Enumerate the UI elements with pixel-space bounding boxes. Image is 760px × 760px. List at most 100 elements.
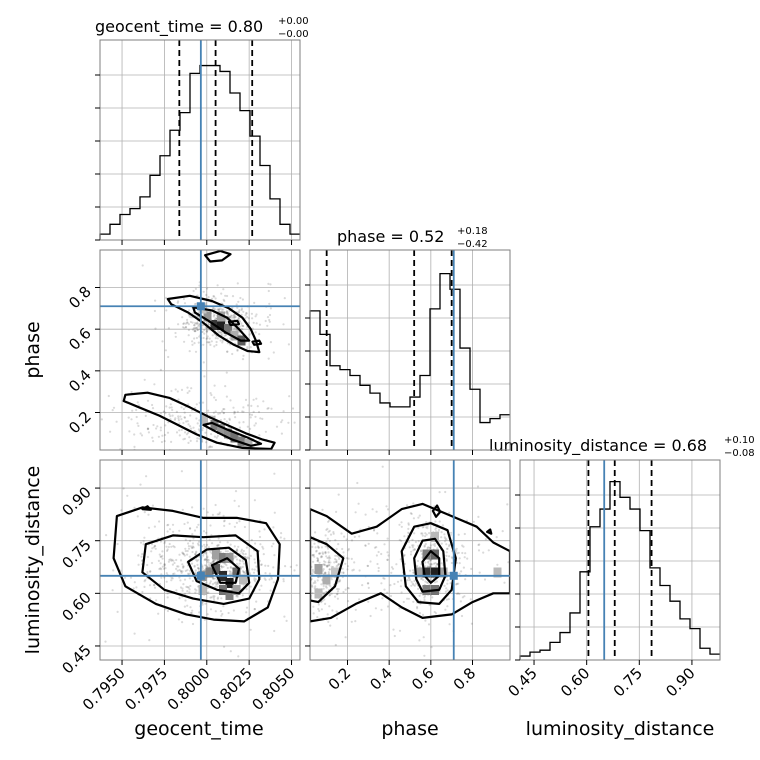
- panel-phase-vs-geocent-time-sample-338: [229, 337, 232, 340]
- panel-luminosity-distance-vs-phase-sample-735: [411, 544, 414, 547]
- panel-luminosity-distance-vs-geocent-time-sample-536: [245, 546, 248, 549]
- panel-luminosity-distance-vs-geocent-time-sample-428: [217, 543, 220, 547]
- panel-luminosity-distance-vs-phase-sample-705: [416, 559, 420, 563]
- panel-luminosity-distance-vs-geocent-time-sample-450: [211, 583, 214, 586]
- panel-luminosity-distance-vs-geocent-time-sample-125: [234, 490, 238, 493]
- panel-luminosity-distance-vs-phase-sample-171: [461, 551, 464, 555]
- panel-luminosity-distance-vs-phase-sample-431: [330, 592, 333, 595]
- panel-luminosity-distance-vs-phase-sample-84: [423, 596, 426, 599]
- panel-luminosity-distance-vs-geocent-time-sample-480: [182, 552, 185, 555]
- panel-luminosity-distance-vs-phase-sample-85: [354, 620, 357, 623]
- panel-phase-vs-geocent-time-sample-551: [244, 398, 248, 401]
- panel-luminosity-distance-vs-geocent-time-sample-392: [181, 570, 184, 573]
- panel-phase-vs-geocent-time-sample-624: [164, 433, 167, 437]
- panel-luminosity-distance-vs-geocent-time-sample-234: [148, 639, 151, 642]
- panel-luminosity-distance-vs-geocent-time-sample-305: [233, 555, 236, 558]
- panel-phase-vs-geocent-time-sample-206: [268, 318, 271, 322]
- panel-luminosity-distance-vs-geocent-time-sample-260: [181, 552, 184, 555]
- panel-phase-vs-geocent-time-sample-531: [170, 389, 173, 393]
- panel-luminosity-distance-vs-geocent-time-sample-359: [167, 560, 170, 563]
- panel-luminosity-distance-vs-phase-sample-56: [323, 598, 326, 601]
- panel-luminosity-distance-vs-geocent-time-sample-177: [142, 540, 145, 543]
- hist-phase-bar-18: [490, 419, 500, 450]
- panel-phase-vs-geocent-time-sample-90: [232, 314, 236, 317]
- panel-luminosity-distance-vs-phase-sample-396: [327, 530, 330, 533]
- panel-phase-vs-geocent-time-sample-710: [176, 390, 179, 393]
- panel-luminosity-distance-vs-phase-sample-411: [335, 560, 338, 563]
- panel-phase-vs-geocent-time-sample-556: [183, 416, 186, 419]
- panel-luminosity-distance-vs-phase-sample-89: [398, 607, 401, 610]
- panel-luminosity-distance-vs-phase-sample-479: [347, 587, 350, 590]
- hist-luminosity-distance-bar-16: [680, 619, 690, 660]
- panel-luminosity-distance-vs-phase-sample-687: [446, 579, 449, 582]
- panel-phase-vs-geocent-time-sample-388: [216, 284, 219, 287]
- panel-luminosity-distance-vs-geocent-time-sample-26: [112, 569, 115, 572]
- panel-luminosity-distance-vs-geocent-time-sample-344: [183, 605, 186, 608]
- panel-phase-vs-geocent-time-sample-717: [186, 420, 189, 423]
- panel-phase-vs-geocent-time-sample-227: [236, 282, 239, 285]
- panel-luminosity-distance-vs-geocent-time-sample-246: [305, 582, 307, 584]
- panel-luminosity-distance-vs-geocent-time-sample-136: [283, 615, 286, 618]
- panel-luminosity-distance-vs-phase-sample-119: [389, 594, 393, 598]
- panel-luminosity-distance-vs-phase-sample-38: [361, 584, 364, 587]
- panel-phase-vs-geocent-time-sample-731: [246, 425, 249, 428]
- panel-luminosity-distance-vs-geocent-time-sample-525: [186, 590, 189, 593]
- panel-luminosity-distance-vs-geocent-time-sample-143: [196, 542, 200, 545]
- panel-phase-vs-geocent-time-sample-667: [190, 387, 193, 390]
- hist-geocent-time-bar-12: [220, 71, 230, 240]
- panel-phase-vs-geocent-time-sample-207: [214, 297, 217, 300]
- panel-phase-vs-geocent-time-sample-121: [191, 321, 194, 324]
- panel-luminosity-distance-vs-geocent-time-sample-449: [187, 547, 191, 550]
- panel-luminosity-distance-vs-geocent-time-sample-238: [227, 611, 230, 615]
- panel-luminosity-distance-vs-geocent-time-sample-10: [170, 545, 173, 548]
- hist-luminosity-distance-bar-19: [710, 654, 720, 660]
- panel-luminosity-distance-vs-geocent-time-sample-368: [163, 540, 167, 543]
- panel-phase-vs-geocent-time-sample-654: [252, 398, 255, 401]
- panel-luminosity-distance-vs-geocent-time-sample-60: [172, 530, 175, 533]
- panel-phase-vs-geocent-time-sample-62: [203, 375, 206, 378]
- panel-luminosity-distance-vs-phase-sample-701: [416, 605, 419, 609]
- panel-luminosity-distance-vs-phase-sample-504: [324, 571, 327, 575]
- panel-phase-vs-geocent-time-sample-544: [180, 406, 183, 409]
- panel-luminosity-distance-vs-geocent-time-sample-270: [187, 545, 190, 548]
- panel-luminosity-distance-vs-phase-sample-572: [429, 544, 432, 547]
- panel-luminosity-distance-vs-phase-sample-764: [418, 594, 421, 597]
- panel-luminosity-distance-vs-geocent-time-sample-39: [209, 524, 212, 527]
- panel-luminosity-distance-vs-geocent-time-sample-348: [188, 527, 192, 530]
- panel-luminosity-distance-vs-phase-sample-620: [386, 537, 389, 540]
- panel-phase-vs-geocent-time-sample-774: [189, 439, 192, 442]
- panel-luminosity-distance-vs-phase-sample-728: [434, 562, 437, 565]
- panel-luminosity-distance-vs-phase-sample-547: [440, 542, 443, 545]
- panel-luminosity-distance-vs-phase-sample-149: [433, 610, 436, 614]
- panel-luminosity-distance-vs-phase-sample-535: [405, 504, 409, 507]
- panel-phase-vs-geocent-time-sample-539: [165, 405, 168, 408]
- panel-luminosity-distance-vs-phase-sample-15: [324, 534, 327, 537]
- panel-phase-vs-geocent-time-sample-552: [130, 418, 133, 421]
- panel-luminosity-distance-vs-geocent-time-sample-633: [216, 581, 219, 584]
- panel-luminosity-distance-vs-geocent-time-sample-281: [211, 542, 214, 545]
- panel-luminosity-distance-vs-phase-sample-0: [325, 586, 328, 589]
- panel-luminosity-distance-vs-geocent-time-sample-444: [273, 554, 276, 557]
- panel-luminosity-distance-vs-geocent-time-sample-608: [254, 578, 257, 581]
- panel-luminosity-distance-vs-phase-sample-588: [412, 600, 415, 603]
- panel-luminosity-distance-vs-phase-sample-55: [342, 571, 345, 575]
- panel-luminosity-distance-vs-phase-sample-639: [419, 550, 423, 553]
- panel-phase-vs-geocent-time-cell-7: [217, 311, 226, 322]
- panel-luminosity-distance-vs-phase-sample-459: [328, 539, 331, 543]
- panel-luminosity-distance-vs-phase-sample-155: [317, 546, 320, 549]
- panel-luminosity-distance-vs-geocent-time-sample-457: [187, 586, 190, 589]
- panel-luminosity-distance-vs-phase-sample-121: [458, 592, 461, 596]
- panel-luminosity-distance-vs-phase-sample-164: [477, 549, 481, 552]
- panel-luminosity-distance-vs-phase-sample-448: [320, 555, 324, 558]
- panel-phase-vs-geocent-time-sample-758: [234, 416, 237, 419]
- panel-luminosity-distance-vs-geocent-time-sample-340: [206, 543, 209, 547]
- hist-geocent-time-bar-0: [100, 234, 110, 240]
- panel-luminosity-distance-vs-phase-sample-457: [329, 557, 332, 560]
- panel-luminosity-distance-vs-geocent-time-sample-379: [212, 576, 215, 580]
- panel-luminosity-distance-vs-phase-sample-275: [335, 610, 338, 613]
- panel-phase-vs-geocent-time-sample-673: [228, 418, 231, 421]
- panel-luminosity-distance-vs-geocent-time-sample-171: [250, 538, 253, 542]
- panel-phase-vs-geocent-time-sample-651: [201, 429, 204, 432]
- panel-luminosity-distance-vs-phase-sample-249: [385, 505, 388, 508]
- panel-luminosity-distance-vs-phase-sample-99: [369, 560, 372, 563]
